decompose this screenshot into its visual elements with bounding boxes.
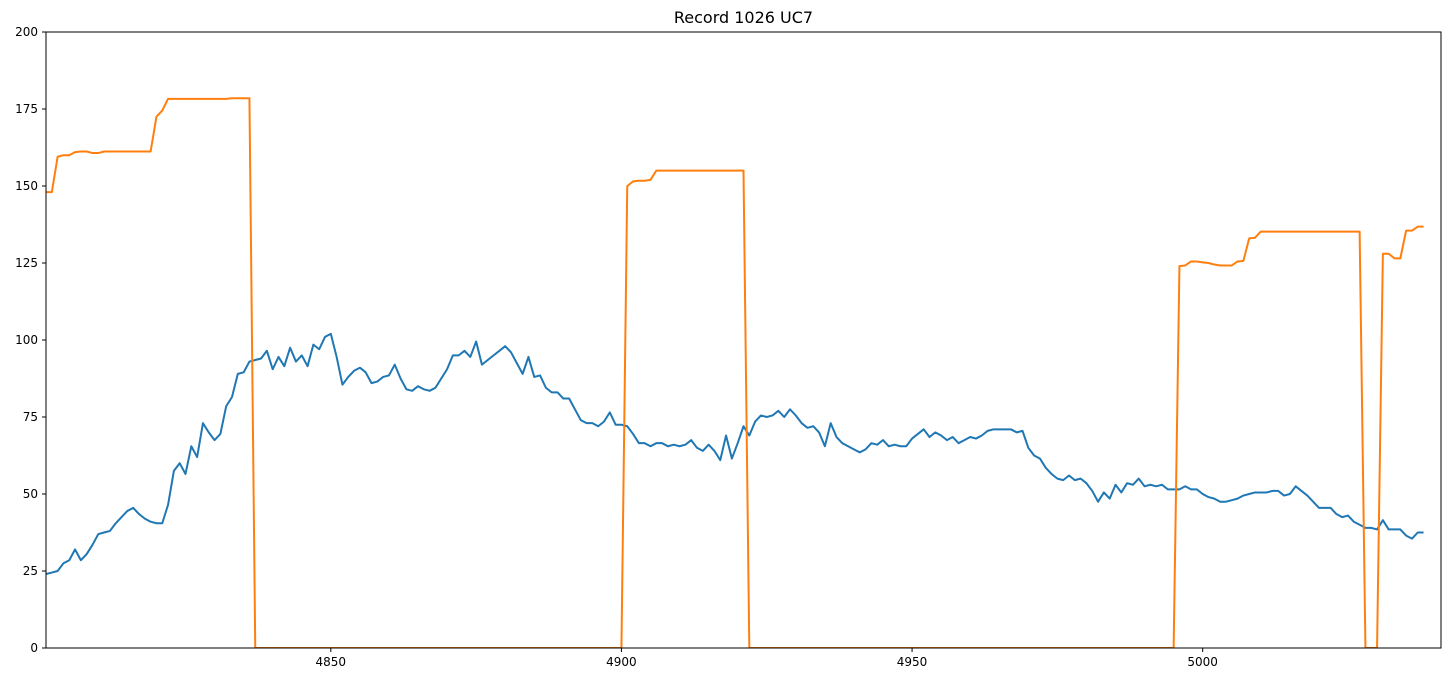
x-tick-label: 4950 <box>897 655 928 669</box>
y-tick-label: 100 <box>15 333 38 347</box>
series-layer <box>46 97 1424 648</box>
x-tick-label: 5000 <box>1187 655 1218 669</box>
y-tick-label: 25 <box>23 564 38 578</box>
y-tick-label: 50 <box>23 487 38 501</box>
y-tick-label: 75 <box>23 410 38 424</box>
x-tick-label: 4900 <box>606 655 637 669</box>
y-tick-label: 125 <box>15 256 38 270</box>
y-tick-label: 200 <box>15 25 38 39</box>
chart-title: Record 1026 UC7 <box>673 8 814 27</box>
y-tick-label: 150 <box>15 179 38 193</box>
y-tick-label: 0 <box>30 641 38 655</box>
series-line-2 <box>46 97 1424 648</box>
series-line-1 <box>46 332 1424 576</box>
y-tick-label: 175 <box>15 102 38 116</box>
axes-layer: 4850 4900 4950 5000 0 25 50 75 100 125 150 175 200 <box>15 25 1442 669</box>
x-tick-label: 4850 <box>316 655 347 669</box>
